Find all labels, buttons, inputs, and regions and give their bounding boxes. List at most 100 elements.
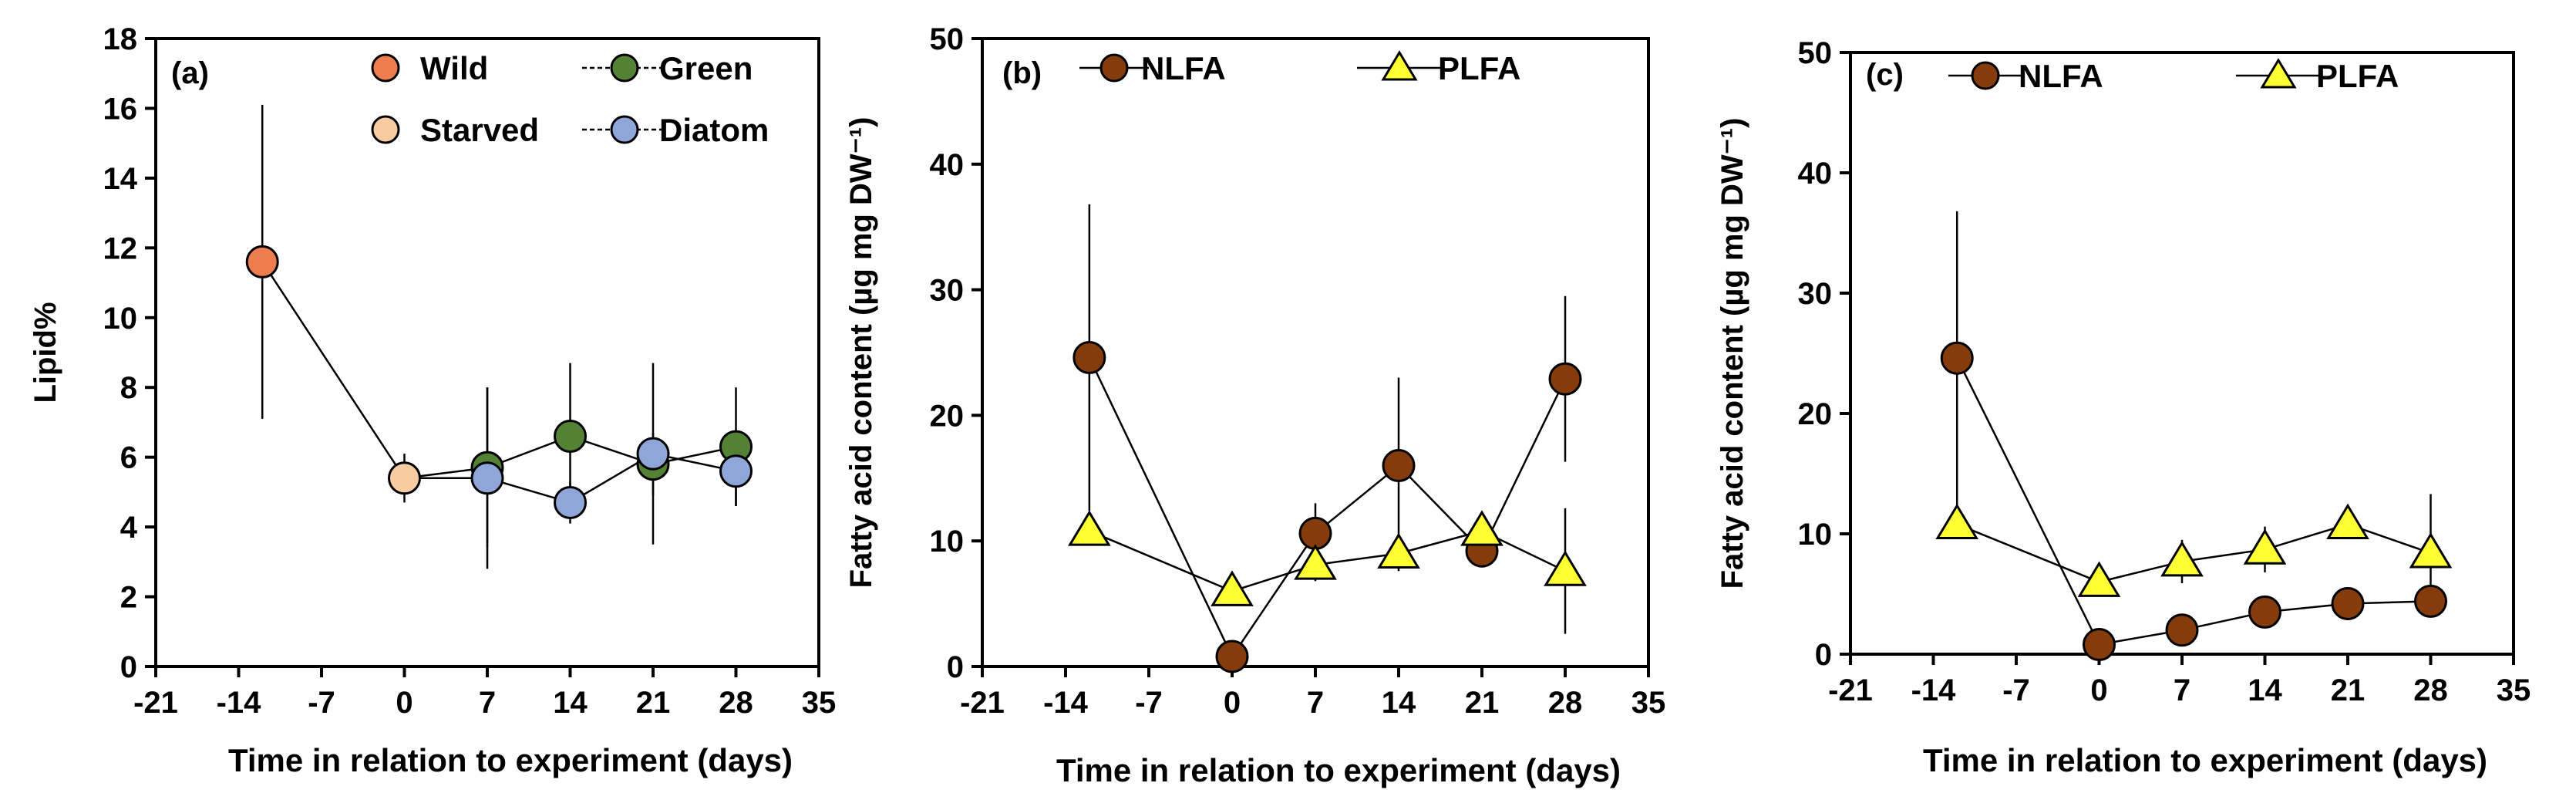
legend-marker (372, 116, 399, 143)
plfa-point (2411, 535, 2450, 567)
starved-point (389, 463, 420, 494)
y-tick-label: 30 (930, 274, 965, 308)
nlfa-point (1217, 641, 1248, 672)
legend-item-plfa: PLFA (1357, 50, 1520, 86)
y-tick-label: 4 (120, 511, 138, 545)
nlfa-point (2250, 596, 2281, 627)
plfa-point (2245, 531, 2284, 563)
legend-marker (1972, 62, 1999, 89)
nlfa-point (1941, 343, 1972, 373)
legend-label: Wild (420, 50, 488, 86)
y-tick-label: 20 (1798, 397, 1833, 431)
x-tick-label: -7 (2002, 673, 2030, 707)
connector-line (262, 262, 404, 478)
x-tick-label: 0 (2090, 673, 2107, 707)
plfa-point (1546, 552, 1584, 585)
plfa-point (1938, 506, 1976, 538)
nlfa-series-line (1089, 358, 1565, 656)
x-tick-label: 21 (1465, 686, 1500, 720)
legend-label: Green (659, 50, 753, 86)
x-axis-label: Time in relation to experiment (days) (1056, 752, 1621, 788)
x-tick-label: -7 (1135, 686, 1163, 720)
legend-item-diatom: Diatom (582, 112, 769, 148)
legend-item-nlfa: NLFA (1948, 58, 2103, 94)
x-tick-label: 7 (1307, 686, 1324, 720)
legend-label: NLFA (1141, 50, 1226, 86)
green-point (555, 421, 586, 452)
diatom-point (555, 487, 586, 518)
y-tick-label: 0 (947, 650, 964, 684)
legend-marker (611, 116, 638, 143)
panel-b: 0 10 20 30 40 50 -21 -14 -7 0 7 14 21 28 35 Time in rel… (844, 22, 1665, 788)
x-tick-label: 28 (2413, 673, 2448, 707)
x-axis-label: Time in relation to experiment (days) (1923, 742, 2487, 778)
y-axis-label: Fatty acid content (µg mg DW⁻¹) (844, 117, 878, 589)
legend-label: Diatom (659, 112, 769, 148)
plfa-point (2329, 506, 2367, 538)
y-tick-label: 2 (120, 581, 137, 615)
y-tick-label: 16 (103, 92, 138, 126)
nlfa-point (1074, 343, 1105, 373)
legend-item-nlfa: NLFA (1079, 50, 1226, 86)
y-axis-label: Fatty acid content (µg mg DW⁻¹) (1716, 118, 1749, 589)
x-tick-label: 14 (1382, 686, 1416, 720)
legend-item-green: Green (582, 50, 753, 86)
y-tick-label: 14 (103, 162, 138, 196)
legend-label: PLFA (1438, 50, 1520, 86)
x-tick-label: 35 (1631, 686, 1666, 720)
y-tick-label: 20 (930, 399, 965, 433)
panel-label: (c) (1866, 58, 1904, 92)
diatom-point (472, 463, 503, 494)
y-tick-label: 8 (120, 371, 137, 405)
y-tick-label: 10 (103, 302, 138, 336)
y-tick-label: 50 (930, 22, 965, 56)
nlfa-point (2167, 615, 2197, 646)
diatom-point (638, 438, 668, 469)
x-tick-label: -14 (1043, 686, 1089, 720)
legend-label: NLFA (2019, 58, 2103, 94)
legend-marker (1383, 52, 1416, 79)
plfa-point (1463, 512, 1501, 545)
x-tick-label: 35 (2497, 673, 2531, 707)
nlfa-point (1383, 451, 1414, 481)
legend-marker (1101, 55, 1127, 81)
wild-point (247, 246, 278, 277)
x-tick-label: -21 (133, 686, 178, 720)
diatom-series-line (487, 454, 736, 502)
x-tick-label: -21 (1828, 673, 1873, 707)
y-tick-label: 10 (1798, 518, 1833, 552)
legend-marker (372, 55, 399, 81)
x-tick-label: 14 (2248, 673, 2282, 707)
y-tick-label: 12 (103, 231, 138, 265)
x-tick-label: 28 (719, 686, 753, 720)
x-tick-label: -21 (960, 686, 1005, 720)
nlfa-point (2332, 588, 2363, 619)
nlfa-point (2416, 586, 2446, 616)
y-tick-label: 30 (1798, 277, 1833, 311)
plfa-point (2079, 563, 2118, 596)
x-tick-label: -14 (1911, 673, 1957, 707)
legend-label: PLFA (2316, 58, 2399, 94)
y-tick-label: 0 (1815, 638, 1832, 672)
y-tick-label: 18 (103, 22, 138, 56)
x-tick-label: 0 (1224, 686, 1241, 720)
x-tick-label: 7 (479, 686, 496, 720)
panel-a: 0 2 4 6 8 10 12 14 16 18 -21 -14 -7 0 7 14 21 28 35 Time in… (29, 22, 836, 778)
panel-c: 0 10 20 30 40 50 -21 -14 -7 0 7 14 21 28 35 Time in rel… (1716, 36, 2531, 778)
x-tick-label: 0 (396, 686, 412, 720)
legend-item-wild: Wild (372, 50, 488, 86)
x-tick-label: 7 (2174, 673, 2190, 707)
y-tick-label: 6 (120, 441, 137, 475)
plfa-point (1213, 572, 1251, 605)
x-tick-label: -14 (217, 686, 262, 720)
nlfa-point (1550, 363, 1581, 394)
legend-label: Starved (420, 112, 539, 148)
y-tick-label: 0 (120, 650, 137, 684)
plfa-point (1070, 512, 1109, 545)
plfa-point (1379, 535, 1418, 567)
legend-item-plfa: PLFA (2236, 58, 2399, 94)
nlfa-point (2084, 629, 2115, 660)
legend-marker (611, 55, 638, 81)
x-tick-label: 21 (2331, 673, 2366, 707)
x-tick-label: 35 (802, 686, 837, 720)
